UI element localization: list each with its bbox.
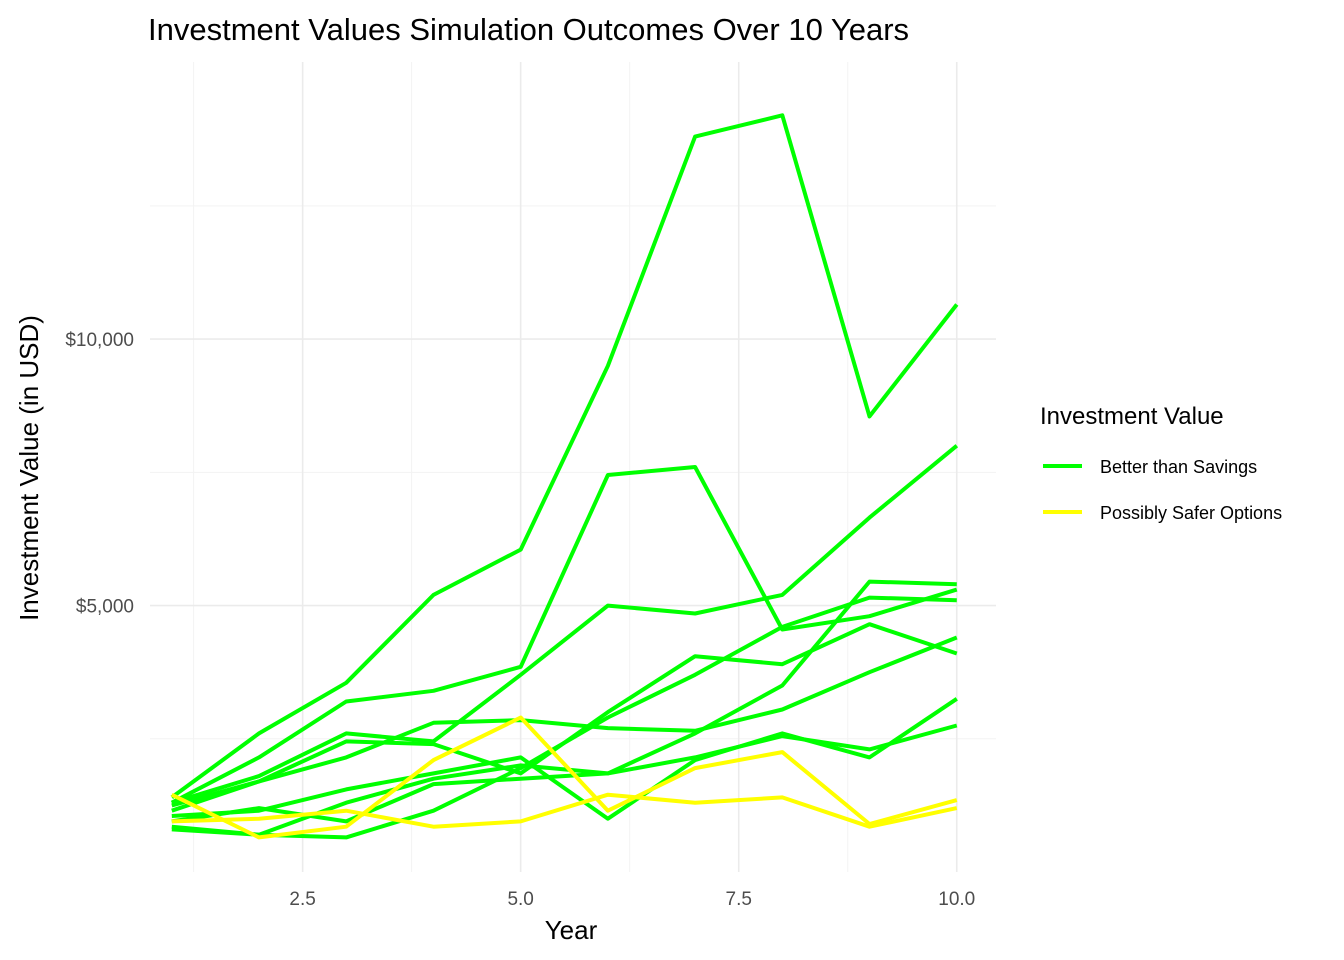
series-line-better-than-savings-6: [171, 579, 957, 837]
series-line-possibly-safer-options-11: [171, 792, 958, 829]
y-axis-ticks: $5,000 $10,000: [65, 330, 134, 617]
series-line-possibly-safer-options-10: [170, 715, 958, 840]
x-tick-label: 2.5: [289, 889, 315, 910]
series-line-better-than-savings-4: [171, 635, 958, 808]
y-axis-title: Investment Value (in USD): [14, 315, 44, 621]
x-tick-label: 5.0: [507, 889, 533, 910]
series-line-better-than-savings-8: [171, 697, 958, 821]
x-axis-ticks: 2.5 5.0 7.5 10.0: [289, 889, 975, 910]
x-tick-label: 10.0: [938, 889, 975, 910]
legend-label-possibly-safer-options: Possibly Safer Options: [1100, 503, 1282, 523]
y-tick-label: $10,000: [65, 330, 134, 351]
chart-title: Investment Values Simulation Outcomes Ov…: [148, 12, 909, 47]
x-tick-label: 7.5: [726, 889, 752, 910]
legend-title: Investment Value: [1040, 403, 1224, 430]
legend: Investment Value Better than Savings Pos…: [1040, 403, 1282, 523]
series-line-better-than-savings-5: [171, 444, 959, 805]
y-tick-label: $5,000: [76, 597, 134, 618]
series-lines: [170, 113, 959, 840]
legend-label-better-than-savings: Better than Savings: [1100, 457, 1257, 477]
x-axis-title: Year: [545, 915, 598, 945]
series-line-better-than-savings-2: [170, 465, 958, 805]
series-line-better-than-savings-1: [170, 113, 959, 800]
series-line-better-than-savings-7: [171, 595, 957, 840]
